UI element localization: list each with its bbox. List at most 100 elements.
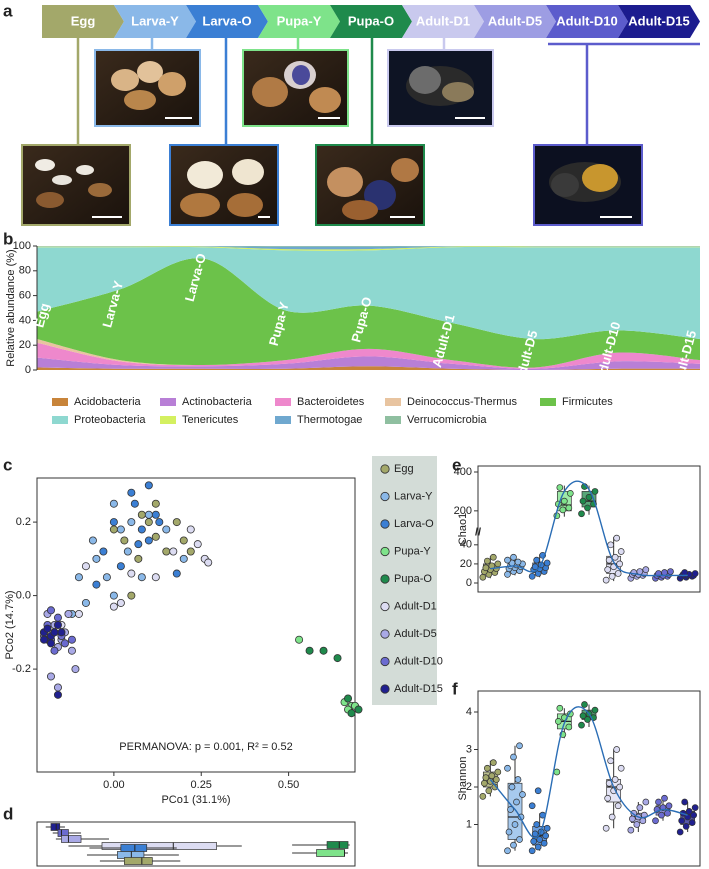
- box: [120, 844, 148, 852]
- point: [627, 826, 635, 834]
- point: [658, 811, 665, 819]
- legend-marker: [380, 464, 390, 474]
- point: [53, 683, 62, 692]
- point: [528, 802, 536, 810]
- legend-swatch: [540, 398, 556, 406]
- point: [137, 510, 146, 519]
- point: [513, 798, 520, 806]
- y-tick-label: 0.2: [16, 516, 31, 528]
- point: [99, 547, 108, 556]
- area: [37, 246, 700, 250]
- point: [628, 815, 636, 823]
- point: [347, 709, 356, 718]
- point: [542, 832, 550, 840]
- y-tick-label: 20: [19, 339, 31, 351]
- stage-arrow: [114, 5, 196, 38]
- y-tick-label: 1: [466, 818, 472, 830]
- panel-label: d: [3, 804, 13, 823]
- point: [109, 518, 118, 527]
- point: [204, 558, 213, 567]
- point: [116, 562, 125, 571]
- point: [53, 613, 62, 622]
- point: [489, 553, 497, 561]
- point: [565, 504, 573, 512]
- point: [681, 569, 689, 576]
- stage-label: Pupa-Y: [277, 13, 322, 28]
- point: [508, 783, 516, 791]
- point: [46, 639, 55, 648]
- point: [172, 569, 181, 578]
- point: [130, 499, 139, 508]
- legend-label: Pupa-Y: [394, 545, 431, 557]
- area: [37, 366, 700, 370]
- point: [581, 701, 588, 708]
- photo: [21, 144, 131, 226]
- point: [127, 488, 136, 497]
- legend-label: Adult-D15: [394, 683, 443, 695]
- point: [483, 557, 491, 565]
- point: [602, 576, 610, 584]
- stage-label: Larva-O: [202, 13, 251, 28]
- point: [479, 573, 487, 581]
- plot-frame: [36, 477, 356, 773]
- box: [61, 835, 82, 843]
- stage-label: Adult-D10: [556, 13, 617, 28]
- point: [92, 580, 101, 589]
- legend-label: Verrucomicrobia: [407, 414, 487, 426]
- photo: [94, 49, 201, 127]
- point: [53, 621, 62, 630]
- point: [566, 490, 574, 497]
- point: [67, 646, 76, 655]
- legend-label: Firmicutes: [562, 396, 613, 408]
- point: [485, 787, 493, 795]
- legend-label: Tenericutes: [182, 414, 239, 426]
- point: [50, 628, 59, 637]
- point: [169, 547, 178, 556]
- point: [151, 573, 160, 582]
- panel-label: e: [452, 455, 461, 474]
- area: [37, 356, 700, 370]
- area: [37, 247, 700, 340]
- y-axis-label: Shannon: [457, 756, 469, 800]
- stage-arrow: [258, 5, 340, 38]
- y-tick-label: 0: [466, 577, 472, 589]
- point: [690, 811, 698, 819]
- legend-swatch: [160, 398, 176, 406]
- point: [533, 556, 541, 564]
- point: [652, 817, 659, 825]
- stage-label: Adult-D5: [488, 13, 542, 28]
- y-tick-label: 4: [466, 706, 472, 718]
- area: [37, 258, 700, 368]
- point: [602, 824, 610, 832]
- point: [504, 571, 511, 578]
- point: [88, 536, 97, 545]
- point: [642, 798, 650, 806]
- legend-swatch: [160, 416, 176, 424]
- point: [676, 828, 684, 836]
- stage-arrow: [618, 5, 700, 38]
- point: [50, 646, 59, 655]
- point: [608, 572, 616, 580]
- point: [556, 484, 564, 491]
- point: [505, 828, 513, 836]
- point: [479, 793, 487, 800]
- point: [516, 742, 523, 750]
- legend-swatch: [385, 398, 401, 406]
- point: [616, 783, 624, 791]
- y-tick-label: 60: [19, 290, 31, 302]
- point: [528, 847, 536, 855]
- point: [109, 591, 118, 600]
- point: [636, 804, 644, 811]
- point: [560, 497, 568, 505]
- point: [534, 843, 542, 851]
- legend-marker: [380, 574, 390, 584]
- stage-label: Egg: [31, 301, 52, 329]
- point: [617, 764, 625, 772]
- point: [480, 779, 488, 787]
- legend-label: Egg: [394, 463, 414, 475]
- legend-label: Larva-O: [394, 518, 434, 530]
- stage-label: Adult-D1: [416, 13, 470, 28]
- point: [74, 573, 83, 582]
- legend-swatch: [52, 416, 68, 424]
- point: [179, 554, 188, 563]
